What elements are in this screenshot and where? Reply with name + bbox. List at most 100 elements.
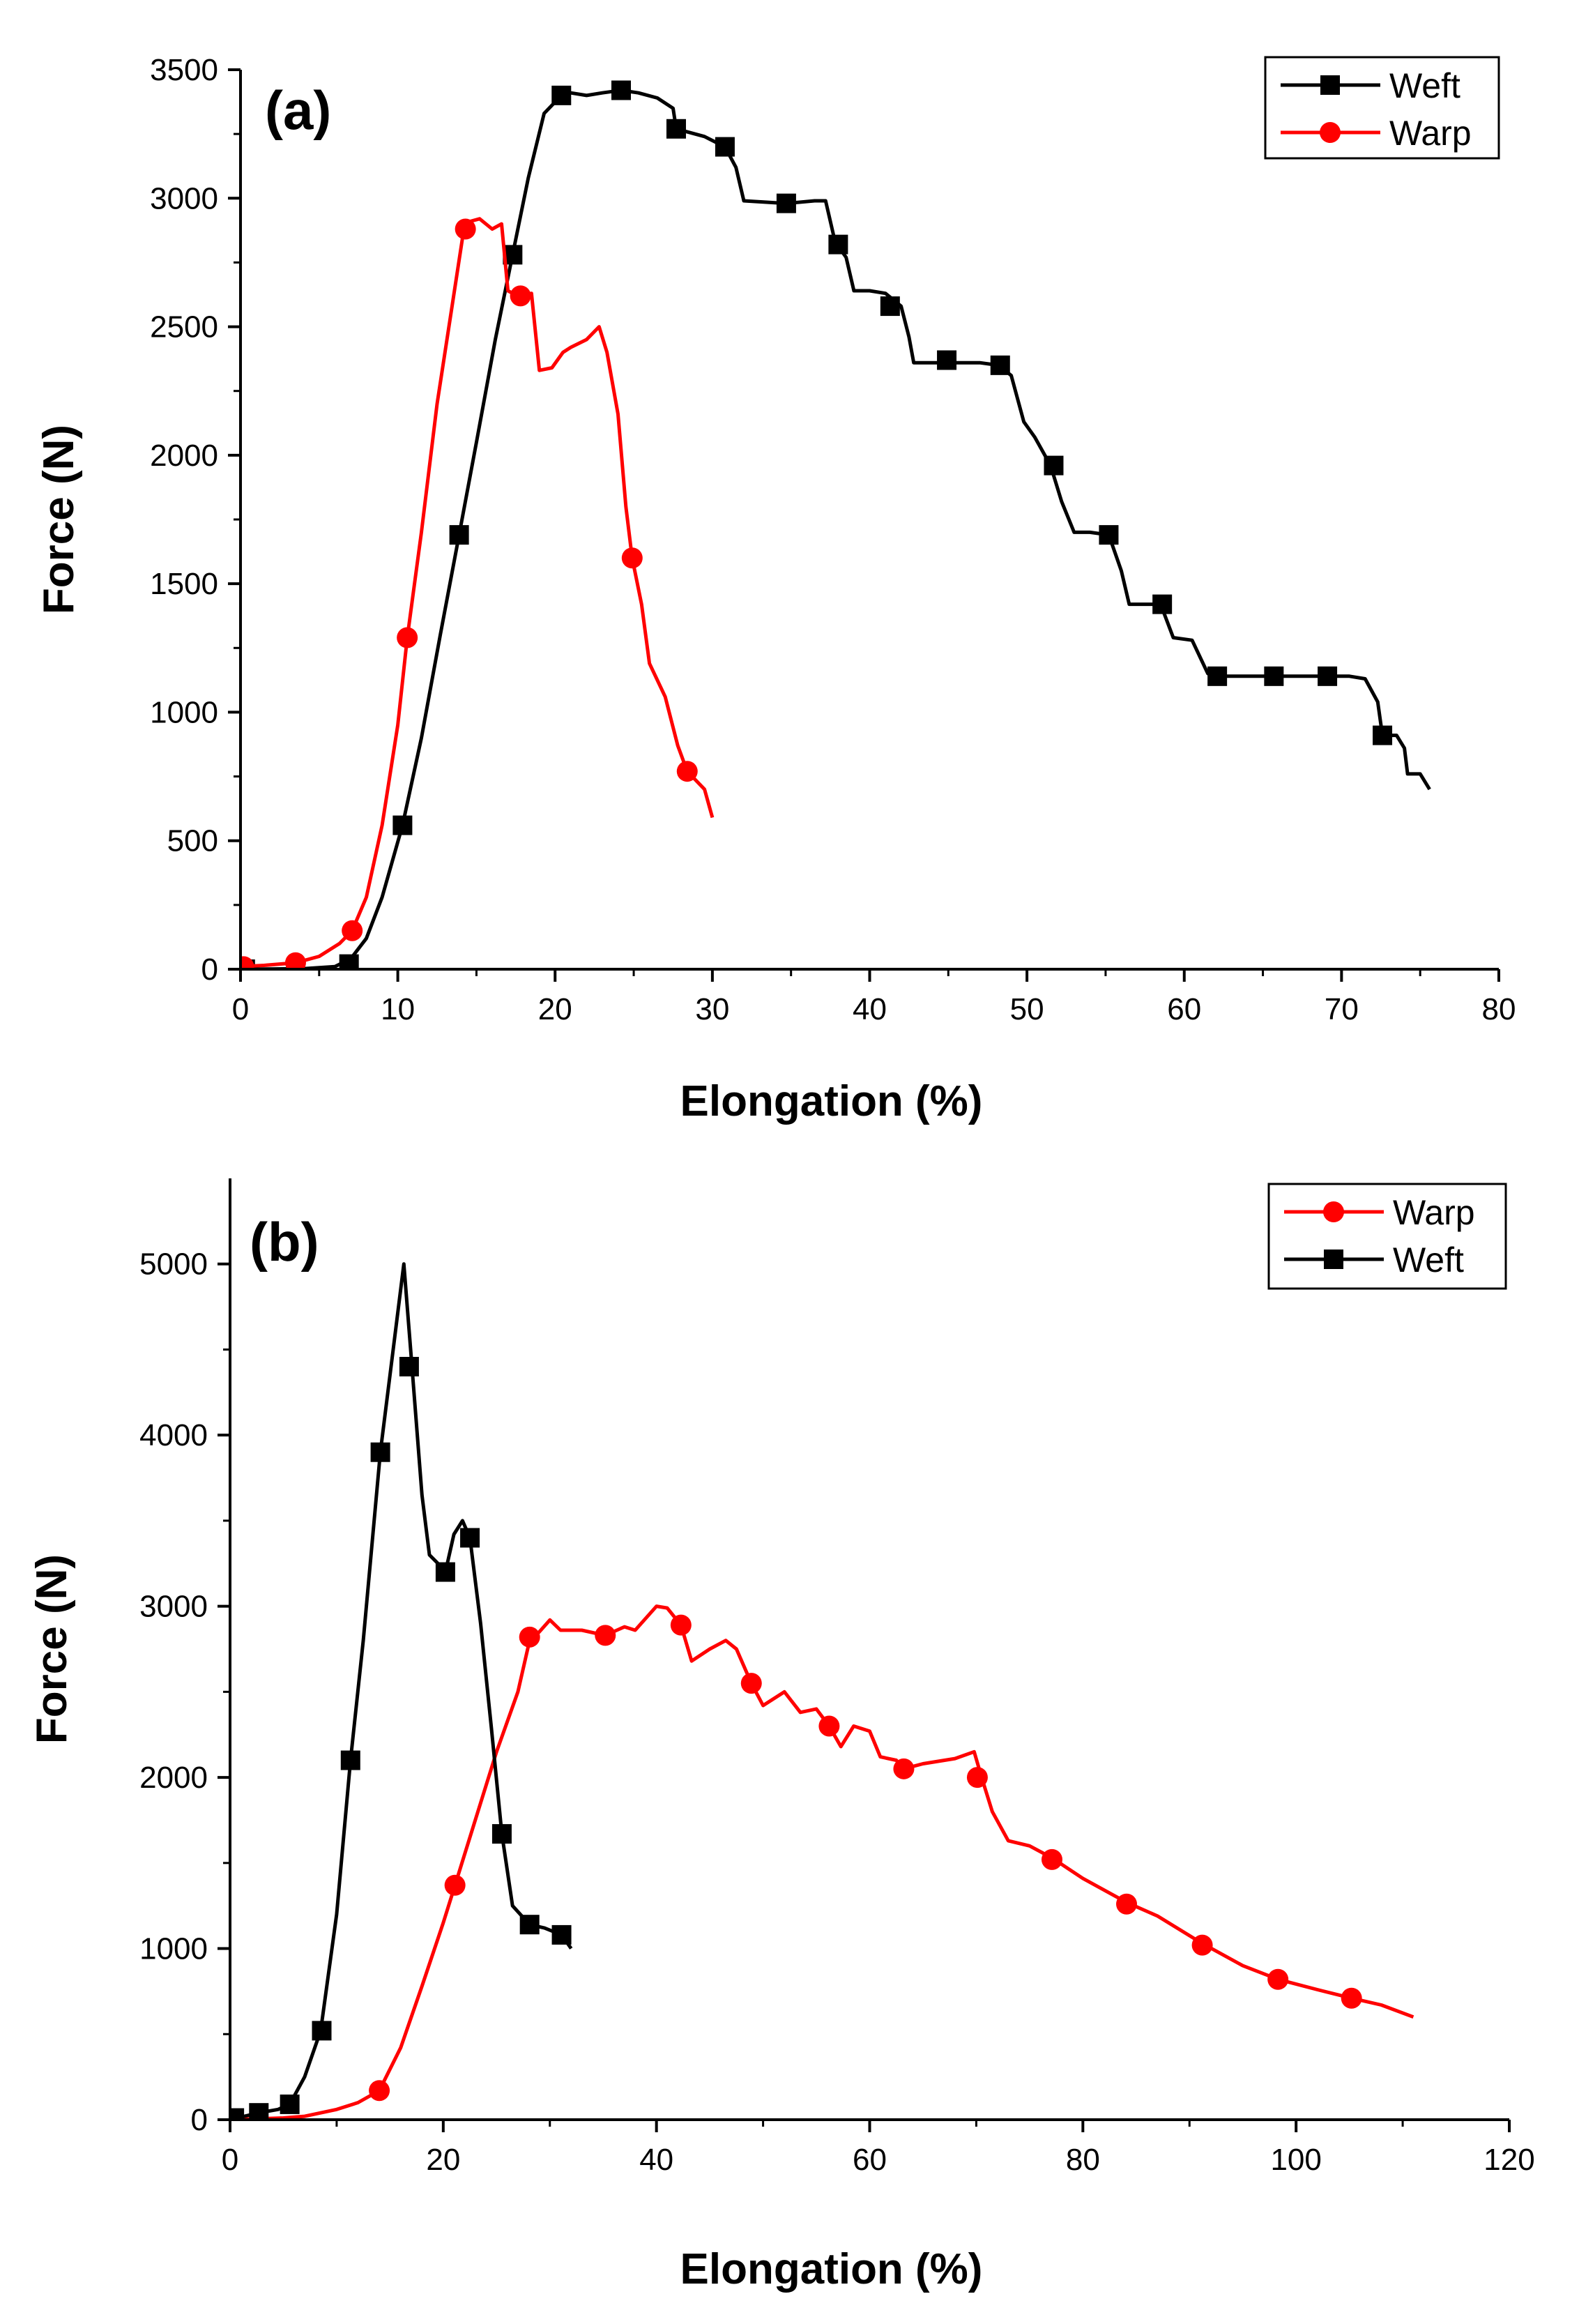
data-point-weft	[339, 954, 359, 969]
legend-box	[1264, 56, 1500, 160]
x-tick-label: 80	[1482, 992, 1516, 1026]
legend-marker-warp	[1320, 122, 1341, 143]
data-point-weft	[551, 85, 572, 105]
y-tick-label: 4000	[139, 1418, 208, 1452]
legend-marker-weft	[1324, 1250, 1343, 1269]
y-tick-label: 1000	[139, 1932, 208, 1966]
data-point-weft	[249, 2103, 269, 2120]
data-point-weft	[280, 2094, 300, 2114]
data-point-warp	[1116, 1893, 1138, 1915]
x-tick-label: 50	[1010, 992, 1044, 1026]
y-axis-title: Force (N)	[28, 1554, 76, 1744]
panel-b: 0 20 40 60 80 100 120 0 1000 2000 3000 4000 5000 Elon…	[28, 1178, 1535, 2293]
data-point-weft	[370, 1442, 390, 1462]
data-point-weft	[399, 1357, 419, 1376]
data-point-warp	[1341, 1987, 1362, 2009]
data-point-weft	[776, 193, 796, 213]
x-axis-title: Elongation (%)	[680, 2245, 983, 2293]
data-point-weft	[491, 1824, 512, 1844]
data-point-warp	[455, 218, 476, 240]
x-tick-label: 40	[639, 2143, 673, 2177]
data-point-warp	[519, 1626, 540, 1648]
data-point-weft	[990, 355, 1010, 375]
y-tick-label: 5000	[139, 1247, 208, 1282]
data-point-weft	[340, 1750, 360, 1770]
data-point-weft	[611, 80, 632, 100]
data-point-warp	[1191, 1934, 1213, 1956]
x-tick-label: 70	[1325, 992, 1359, 1026]
data-point-weft	[460, 1528, 480, 1548]
data-point-warp	[740, 1673, 762, 1694]
data-point-weft	[230, 2108, 245, 2120]
data-point-weft	[880, 296, 900, 317]
data-point-weft	[435, 1562, 455, 1582]
x-tick-label: 80	[1066, 2143, 1100, 2177]
legend-label-weft: Weft	[1393, 1240, 1464, 1279]
data-point-warp	[284, 952, 306, 969]
data-point-warp	[966, 1767, 988, 1788]
x-tick-label: 40	[853, 992, 887, 1026]
series-weft	[230, 1262, 573, 2120]
data-point-weft	[551, 1924, 572, 1945]
data-point-weft	[1044, 455, 1064, 476]
data-point-warp	[342, 920, 363, 941]
data-point-weft	[1099, 525, 1119, 545]
data-point-weft	[715, 137, 735, 157]
series-line-warp	[230, 1604, 1414, 2120]
y-axis-title: Force (N)	[35, 425, 83, 614]
y-tick-label: 3000	[139, 1590, 208, 1624]
data-point-weft	[666, 119, 686, 139]
data-point-warp	[595, 1625, 616, 1646]
y-tick-label: 3500	[150, 53, 218, 87]
data-point-weft	[937, 350, 957, 370]
data-point-warp	[369, 2080, 390, 2102]
x-tick-label: 60	[853, 2143, 887, 2177]
legend-label-warp: Warp	[1393, 1193, 1475, 1232]
legend-label-weft: Weft	[1389, 66, 1460, 105]
data-point-weft	[392, 815, 413, 835]
data-point-warp	[241, 956, 254, 969]
data-point-warp	[444, 1874, 466, 1896]
data-point-weft	[449, 525, 469, 545]
data-point-weft	[1152, 594, 1173, 614]
y-tick-label: 3000	[150, 181, 218, 215]
x-tick-label: 20	[426, 2143, 460, 2177]
data-point-weft	[519, 1915, 540, 1935]
x-tick-label: 120	[1483, 2143, 1534, 2177]
data-point-warp	[621, 547, 643, 569]
y-tick-label: 1500	[150, 567, 218, 601]
y-tick-label: 0	[191, 2103, 208, 2137]
data-point-weft	[1373, 725, 1393, 745]
data-point-weft	[1264, 666, 1284, 686]
data-point-warp	[670, 1614, 692, 1636]
data-point-warp	[818, 1715, 840, 1737]
series-line-weft	[241, 89, 1431, 969]
series-line-weft	[230, 1262, 573, 2120]
panel-a: 0 10 20 30 40 50 60 70 80 0 500 1000 1500 2000 2500 300…	[35, 53, 1516, 1125]
data-point-weft	[1207, 666, 1228, 686]
data-point-weft	[312, 2021, 332, 2041]
x-tick-label: 30	[695, 992, 729, 1026]
data-point-weft	[828, 234, 848, 255]
data-point-weft	[1318, 666, 1338, 686]
x-tick-label: 20	[538, 992, 572, 1026]
x-tick-label: 0	[222, 2143, 238, 2177]
data-point-warp	[510, 285, 531, 307]
y-tick-label: 2000	[139, 1761, 208, 1795]
data-point-warp	[397, 627, 418, 648]
legend-marker-weft	[1320, 75, 1340, 95]
x-tick-label: 60	[1167, 992, 1201, 1026]
y-tick-label: 2000	[150, 439, 218, 473]
y-tick-label: 2500	[150, 310, 218, 344]
data-point-warp	[676, 761, 698, 782]
y-tick-label: 0	[201, 952, 218, 987]
legend-box	[1267, 1183, 1507, 1290]
series-warp	[241, 217, 715, 969]
legend-marker-warp	[1323, 1201, 1344, 1222]
panel-label: (b)	[250, 1211, 319, 1273]
data-point-warp	[1267, 1968, 1289, 1990]
series-warp	[230, 1604, 1414, 2120]
data-point-warp	[1041, 1848, 1062, 1870]
